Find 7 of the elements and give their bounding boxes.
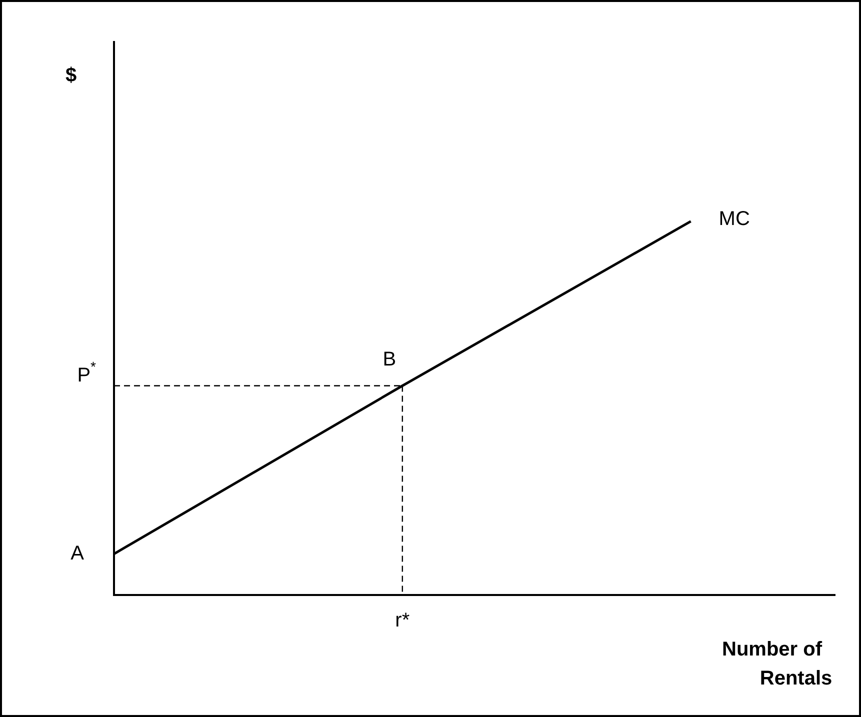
annotation: B	[382, 348, 396, 370]
text: $	[65, 64, 77, 87]
text: r*	[395, 610, 410, 632]
ref-line-label: P*	[77, 358, 97, 386]
text: A	[70, 542, 85, 564]
series-label: MC	[718, 208, 750, 230]
x-axis-title: Number of Rentals	[722, 638, 832, 690]
